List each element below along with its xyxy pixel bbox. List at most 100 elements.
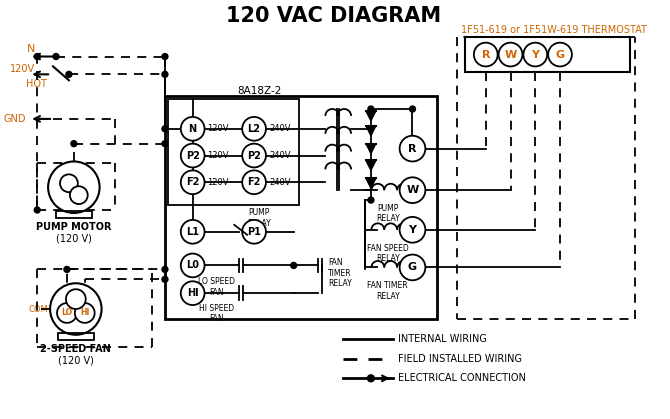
Circle shape [162,126,168,132]
Circle shape [523,43,547,67]
Circle shape [291,262,297,269]
Polygon shape [366,126,376,136]
Bar [56,211,92,218]
Text: L2: L2 [247,124,261,134]
Circle shape [399,255,425,280]
Text: Y: Y [531,49,539,59]
Text: W: W [407,185,419,195]
Bar [465,37,630,72]
Text: F2: F2 [247,177,261,187]
Text: COM: COM [28,305,48,313]
Text: R: R [408,144,417,154]
Text: 240V: 240V [269,178,290,187]
Bar [58,333,94,340]
Text: INTERNAL WIRING: INTERNAL WIRING [397,334,486,344]
Circle shape [162,71,168,78]
Circle shape [399,217,425,243]
Text: Y: Y [409,225,417,235]
Text: 240V: 240V [269,124,290,133]
Text: LO SPEED
FAN: LO SPEED FAN [198,277,235,297]
Circle shape [50,283,102,335]
Text: N: N [27,44,36,54]
Text: R: R [482,49,490,59]
Text: ELECTRICAL CONNECTION: ELECTRICAL CONNECTION [397,373,525,383]
Text: L1: L1 [186,227,199,237]
Text: FAN SPEED
RELAY: FAN SPEED RELAY [367,244,409,263]
Text: 120V: 120V [208,124,229,133]
Polygon shape [366,178,376,188]
Text: (120 V): (120 V) [56,234,92,244]
Circle shape [66,289,86,309]
Text: FIELD INSTALLED WIRING: FIELD INSTALLED WIRING [397,354,522,364]
Text: (120 V): (120 V) [58,355,94,365]
Circle shape [162,266,168,272]
Circle shape [368,106,374,112]
Circle shape [34,207,40,213]
Text: HI SPEED
FAN: HI SPEED FAN [199,304,234,323]
Circle shape [181,117,204,141]
Text: P2: P2 [247,150,261,160]
Text: HI: HI [187,288,198,298]
Text: 1F51-619 or 1F51W-619 THERMOSTAT: 1F51-619 or 1F51W-619 THERMOSTAT [461,25,647,35]
Text: FAN
TIMER
RELAY: FAN TIMER RELAY [328,259,352,288]
Circle shape [242,171,266,194]
Circle shape [548,43,572,67]
Text: HOT: HOT [25,79,47,89]
Text: W: W [505,49,517,59]
Circle shape [474,43,498,67]
Circle shape [368,197,374,203]
Circle shape [367,375,375,382]
Text: PUMP
RELAY: PUMP RELAY [376,204,399,223]
Circle shape [181,281,204,305]
Text: 2-SPEED FAN: 2-SPEED FAN [40,344,111,354]
Circle shape [399,177,425,203]
Text: N: N [189,124,197,134]
Circle shape [53,54,59,59]
Circle shape [70,186,88,204]
Circle shape [60,174,78,192]
Text: P2: P2 [186,150,200,160]
Text: 240V: 240V [269,151,290,160]
Circle shape [242,220,266,244]
Circle shape [409,106,415,112]
Text: 120V: 120V [208,151,229,160]
Polygon shape [366,160,376,171]
Text: 120V: 120V [208,178,229,187]
Text: GND: GND [4,114,26,124]
Circle shape [498,43,523,67]
Bar [168,99,299,205]
Circle shape [162,141,168,147]
Circle shape [34,54,40,59]
Text: HI: HI [80,308,89,318]
Circle shape [162,54,168,59]
Circle shape [242,144,266,168]
Circle shape [64,266,70,272]
Text: 8A18Z-2: 8A18Z-2 [237,86,281,96]
Circle shape [71,141,77,147]
Circle shape [399,136,425,161]
Bar [165,96,438,319]
Circle shape [66,71,72,78]
Circle shape [48,161,100,213]
Circle shape [181,144,204,168]
Polygon shape [366,111,376,121]
Polygon shape [366,144,376,153]
Circle shape [75,303,94,323]
Text: 120V: 120V [9,65,35,75]
Circle shape [57,303,77,323]
Circle shape [162,277,168,282]
Text: G: G [555,49,565,59]
Text: PUMP
RELAY: PUMP RELAY [247,208,271,228]
Circle shape [181,220,204,244]
Text: 120 VAC DIAGRAM: 120 VAC DIAGRAM [226,6,441,26]
Text: P1: P1 [247,227,261,237]
Circle shape [181,253,204,277]
Text: L0: L0 [186,261,199,270]
Circle shape [181,171,204,194]
Text: LO: LO [62,308,72,318]
Text: F2: F2 [186,177,200,187]
Circle shape [242,117,266,141]
Text: G: G [408,262,417,272]
Text: PUMP MOTOR: PUMP MOTOR [36,222,112,232]
Text: FAN TIMER
RELAY: FAN TIMER RELAY [367,281,408,301]
